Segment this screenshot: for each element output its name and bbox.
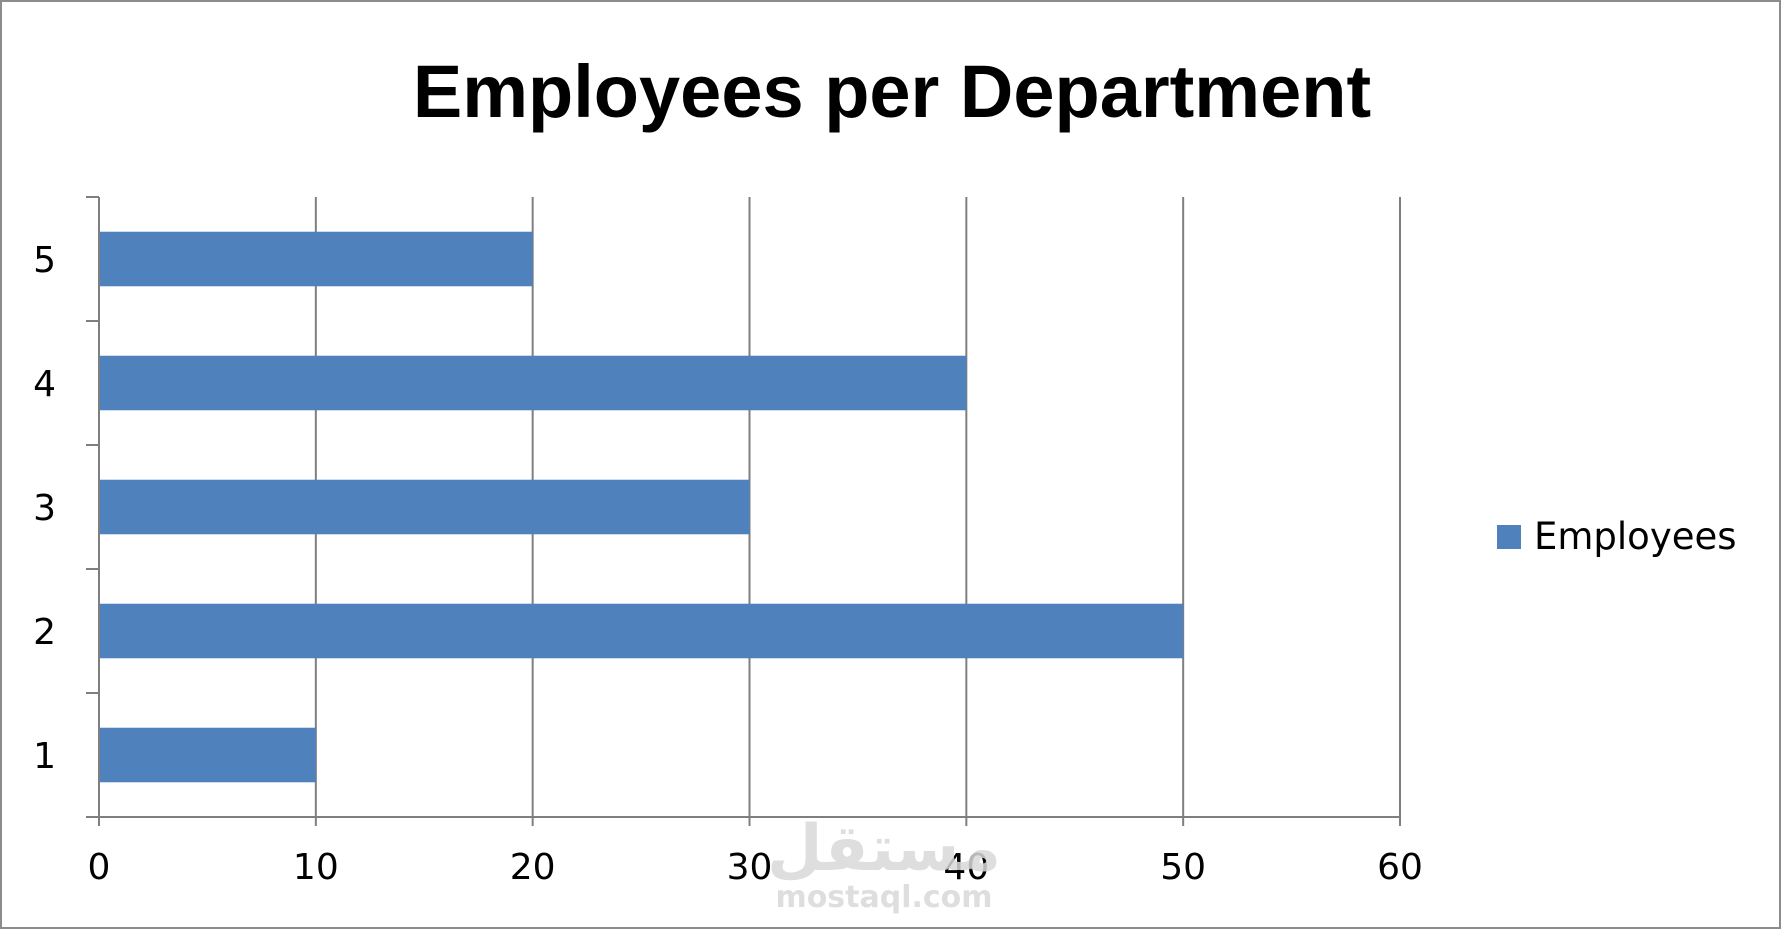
y-tick-label-5: 5	[33, 240, 56, 281]
legend-label-employees: Employees	[1534, 515, 1737, 558]
legend: Employees	[1497, 515, 1737, 558]
chart-title: Employees per Department	[413, 50, 1371, 133]
y-tick-label-3: 3	[33, 488, 56, 529]
x-tick-label-40: 40	[943, 847, 989, 888]
x-tick-label-0: 0	[88, 847, 111, 888]
y-tick-labels: 1 2 3 4 5	[33, 240, 56, 777]
watermark-latin: mostaql.com	[775, 880, 992, 915]
x-tick-label-20: 20	[510, 847, 556, 888]
bar-1	[99, 727, 316, 783]
x-tick-label-10: 10	[293, 847, 339, 888]
bars	[99, 231, 1184, 783]
y-tick-label-1: 1	[33, 736, 56, 777]
bar-5	[99, 231, 533, 287]
y-tick-label-4: 4	[33, 364, 56, 405]
x-tick-label-50: 50	[1160, 847, 1206, 888]
watermark-arabic: مستقل	[767, 812, 1001, 886]
legend-swatch	[1497, 525, 1521, 549]
x-tick-label-60: 60	[1377, 847, 1423, 888]
bar-2	[99, 603, 1184, 659]
x-tick-label-30: 30	[727, 847, 773, 888]
watermark: مستقل mostaql.com	[767, 812, 1001, 915]
x-tick-labels: 0 10 20 30 40 50 60	[88, 847, 1423, 888]
bar-4	[99, 355, 967, 411]
axes	[86, 196, 1401, 826]
y-tick-label-2: 2	[33, 612, 56, 653]
bar-3	[99, 479, 750, 535]
